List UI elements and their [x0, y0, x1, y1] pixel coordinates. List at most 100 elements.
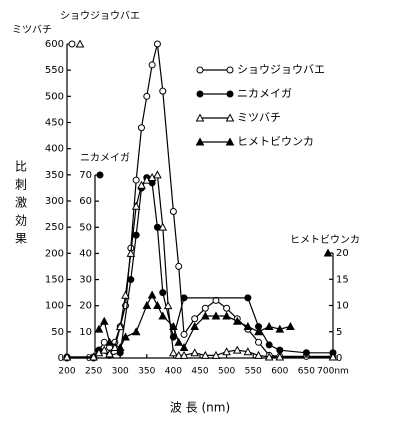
x-tick-label: 700nm: [317, 367, 349, 377]
x-tick-label: 550: [245, 367, 262, 377]
legend-symbol: [226, 90, 234, 98]
y3-tick-label: 40: [79, 248, 92, 259]
y2-tick-label: 10: [336, 301, 349, 312]
y3-tick-label: 60: [79, 196, 92, 207]
data-point: [153, 170, 162, 179]
data-point: [174, 350, 184, 359]
data-point: [105, 337, 114, 346]
legend-symbol: [225, 113, 235, 122]
data-point: [243, 347, 253, 356]
data-point: [137, 180, 146, 189]
y3-tick-label: 70: [79, 170, 92, 181]
data-point: [169, 321, 178, 330]
data-point: [175, 262, 183, 270]
data-point: [275, 352, 285, 361]
data-point: [153, 40, 161, 48]
y-tick-label: 600: [45, 39, 64, 50]
data-point: [200, 350, 210, 359]
data-point: [222, 311, 231, 320]
data-point: [131, 327, 141, 336]
legend-symbol: [196, 90, 204, 98]
data-point: [276, 346, 284, 354]
axis-symbol: [68, 40, 76, 48]
data-point: [159, 289, 167, 297]
data-point: [255, 338, 263, 346]
y-axis-label: 比刺激効果: [14, 160, 28, 250]
data-point: [110, 342, 120, 352]
x-tick-label: 450: [191, 367, 208, 377]
data-point: [265, 341, 273, 349]
x-tick-label: 600: [271, 367, 288, 377]
data-point: [142, 300, 152, 309]
data-point: [211, 350, 221, 359]
y2-axis-label: ヒメトビウンカ: [290, 234, 360, 246]
data-point: [94, 324, 104, 333]
x-tick-label: 300: [112, 367, 129, 377]
data-point: [211, 311, 221, 320]
y3-tick-label: 30: [79, 275, 92, 286]
y-species-label: ミツバチ: [12, 24, 52, 36]
axis-symbol: [323, 248, 333, 257]
data-point: [169, 207, 177, 215]
data-point: [121, 290, 130, 299]
data-point: [126, 248, 136, 257]
x-tick-label: 350: [138, 367, 155, 377]
data-point: [132, 231, 140, 239]
y-tick-label: 550: [45, 65, 64, 76]
x-tick-label: 650: [298, 367, 315, 377]
data-point: [275, 324, 285, 333]
data-point: [169, 348, 178, 357]
data-point: [200, 311, 210, 320]
data-point: [163, 301, 173, 310]
x-tick-label: 250: [85, 367, 102, 377]
data-point: [243, 321, 253, 330]
y-species-label: ショウジョウバエ: [60, 10, 140, 22]
data-point: [190, 348, 200, 357]
legend-label: ニカメイガ: [237, 87, 292, 100]
x-tick-label: 200: [58, 367, 75, 377]
axis-symbol: [75, 39, 85, 48]
data-point: [121, 332, 130, 341]
y2-tick-label: 0: [336, 353, 342, 364]
x-axis-label: 波 長 (nm): [170, 401, 230, 415]
legend-symbol: [196, 66, 204, 74]
data-point: [264, 352, 274, 361]
y-tick-label: 150: [45, 275, 64, 286]
y3-tick-label: 10: [79, 327, 92, 338]
data-point: [89, 352, 98, 361]
data-point: [137, 124, 145, 132]
data-point: [143, 92, 151, 100]
data-point: [328, 352, 338, 361]
data-point: [264, 321, 274, 330]
y3-tick-label: 20: [79, 301, 92, 312]
data-point: [99, 345, 109, 354]
x-tick-label: 500: [218, 367, 235, 377]
data-point: [179, 342, 189, 351]
data-point: [153, 300, 162, 309]
y2-tick-label: 20: [336, 248, 349, 259]
legend-symbol: [226, 66, 234, 74]
legend-symbol: [195, 137, 205, 146]
legend-label: ショウジョウバエ: [237, 63, 325, 76]
y-tick-label: 350: [45, 170, 64, 181]
y-tick-label: 50: [51, 327, 64, 338]
data-point: [180, 330, 188, 338]
data-point: [127, 276, 135, 284]
data-point: [179, 350, 189, 359]
data-point: [232, 345, 242, 354]
data-point: [302, 349, 310, 357]
data-point: [131, 201, 141, 210]
y2-tick-label: 5: [336, 327, 342, 338]
data-point: [105, 349, 114, 358]
data-point: [158, 222, 168, 231]
legend-symbol: [195, 113, 205, 122]
data-point: [180, 294, 188, 302]
data-point: [201, 304, 209, 312]
x-tick-label: 400: [165, 367, 182, 377]
data-point: [191, 315, 199, 323]
data-point: [148, 61, 156, 69]
y3-tick-label: 50: [79, 222, 92, 233]
data-point: [115, 342, 125, 351]
y2-tick-label: 15: [336, 274, 349, 285]
